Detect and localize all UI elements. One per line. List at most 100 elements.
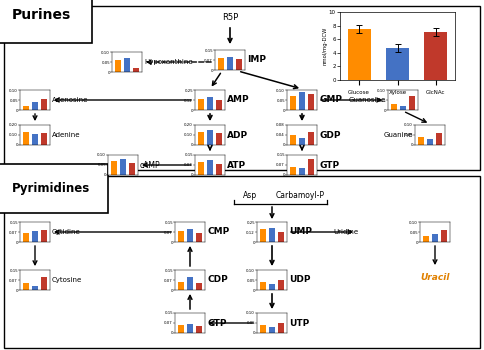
Bar bbox=[269, 228, 275, 242]
Text: CMP: CMP bbox=[207, 228, 229, 237]
Text: R5P: R5P bbox=[222, 14, 238, 22]
Text: GMP: GMP bbox=[319, 96, 342, 105]
Bar bbox=[4, 6, 480, 170]
Bar bbox=[269, 327, 275, 333]
Bar bbox=[187, 229, 193, 242]
Bar bbox=[207, 97, 213, 110]
Bar bbox=[218, 58, 224, 70]
Bar bbox=[216, 133, 223, 145]
Bar bbox=[23, 106, 29, 110]
Bar bbox=[41, 276, 47, 290]
Bar bbox=[23, 233, 29, 242]
Bar bbox=[110, 161, 117, 175]
Bar bbox=[289, 135, 296, 145]
Bar bbox=[227, 57, 233, 70]
Bar bbox=[197, 326, 202, 333]
Bar bbox=[386, 48, 409, 80]
Bar bbox=[32, 134, 38, 145]
Bar bbox=[133, 68, 139, 72]
Text: Hypoxanthine: Hypoxanthine bbox=[144, 59, 193, 65]
Bar bbox=[41, 133, 47, 145]
Bar bbox=[32, 286, 38, 290]
Text: Purines: Purines bbox=[12, 8, 71, 22]
Bar bbox=[178, 282, 183, 290]
Bar bbox=[32, 102, 38, 110]
Bar bbox=[409, 96, 415, 110]
Bar bbox=[259, 325, 266, 333]
Text: ADP: ADP bbox=[227, 131, 248, 140]
Bar bbox=[391, 104, 397, 110]
Text: CTP: CTP bbox=[207, 318, 227, 328]
Text: GTP: GTP bbox=[319, 161, 339, 169]
Bar bbox=[418, 137, 424, 145]
Text: Guanine: Guanine bbox=[384, 132, 413, 138]
Bar bbox=[269, 284, 275, 290]
Bar bbox=[124, 58, 130, 72]
Text: cAMP: cAMP bbox=[140, 161, 161, 169]
Bar bbox=[23, 284, 29, 290]
Bar bbox=[259, 282, 266, 290]
Text: Guanosine: Guanosine bbox=[349, 97, 386, 103]
Bar bbox=[289, 167, 296, 175]
Text: Carbamoyl-P: Carbamoyl-P bbox=[275, 191, 324, 201]
Bar bbox=[23, 132, 29, 145]
Text: Asp: Asp bbox=[243, 191, 257, 201]
Text: Adenine: Adenine bbox=[52, 132, 80, 138]
Bar bbox=[278, 280, 285, 290]
Bar bbox=[236, 60, 242, 70]
Text: Adenosine: Adenosine bbox=[52, 97, 89, 103]
Bar bbox=[32, 231, 38, 242]
Bar bbox=[423, 236, 429, 242]
Bar bbox=[197, 99, 204, 110]
Bar bbox=[299, 92, 305, 110]
Text: UTP: UTP bbox=[289, 318, 309, 328]
Bar bbox=[432, 234, 438, 242]
Bar bbox=[348, 29, 371, 80]
Bar bbox=[216, 100, 223, 110]
Text: Uracil: Uracil bbox=[420, 273, 450, 282]
Bar bbox=[424, 33, 447, 80]
Text: Cytosine: Cytosine bbox=[52, 277, 82, 283]
Bar bbox=[278, 232, 285, 242]
Bar bbox=[441, 230, 447, 242]
Bar bbox=[207, 160, 213, 175]
Bar bbox=[308, 133, 315, 145]
Bar bbox=[187, 276, 193, 290]
Bar bbox=[427, 139, 433, 145]
Bar bbox=[41, 230, 47, 242]
Bar bbox=[197, 233, 202, 242]
Bar bbox=[178, 325, 183, 333]
Bar bbox=[259, 229, 266, 242]
Bar bbox=[216, 164, 223, 175]
Text: UMP: UMP bbox=[289, 228, 312, 237]
Bar bbox=[41, 99, 47, 110]
Bar bbox=[197, 162, 204, 175]
Text: GDP: GDP bbox=[319, 131, 341, 140]
Bar bbox=[308, 94, 315, 110]
Bar bbox=[197, 284, 202, 290]
Bar bbox=[278, 323, 285, 333]
Text: AMP: AMP bbox=[227, 96, 250, 105]
Bar bbox=[197, 132, 204, 145]
Text: Pyrimidines: Pyrimidines bbox=[12, 182, 90, 195]
Bar bbox=[289, 96, 296, 110]
Text: Uridine: Uridine bbox=[333, 229, 358, 235]
Bar bbox=[4, 176, 480, 348]
Text: IMP: IMP bbox=[247, 56, 266, 64]
Text: UDP: UDP bbox=[289, 275, 311, 285]
Text: CDP: CDP bbox=[207, 275, 228, 285]
Bar bbox=[178, 231, 183, 242]
Bar bbox=[299, 138, 305, 145]
Bar bbox=[299, 168, 305, 175]
Text: ATP: ATP bbox=[227, 161, 246, 169]
Bar bbox=[437, 133, 442, 145]
Bar bbox=[308, 159, 315, 175]
Bar bbox=[115, 60, 121, 72]
Bar bbox=[187, 324, 193, 333]
Bar bbox=[207, 130, 213, 145]
Y-axis label: nmol/mg-DCW: nmol/mg-DCW bbox=[322, 27, 328, 65]
Bar bbox=[120, 159, 126, 175]
Bar bbox=[400, 106, 406, 110]
Bar bbox=[129, 163, 136, 175]
Text: Cytidine: Cytidine bbox=[52, 229, 81, 235]
